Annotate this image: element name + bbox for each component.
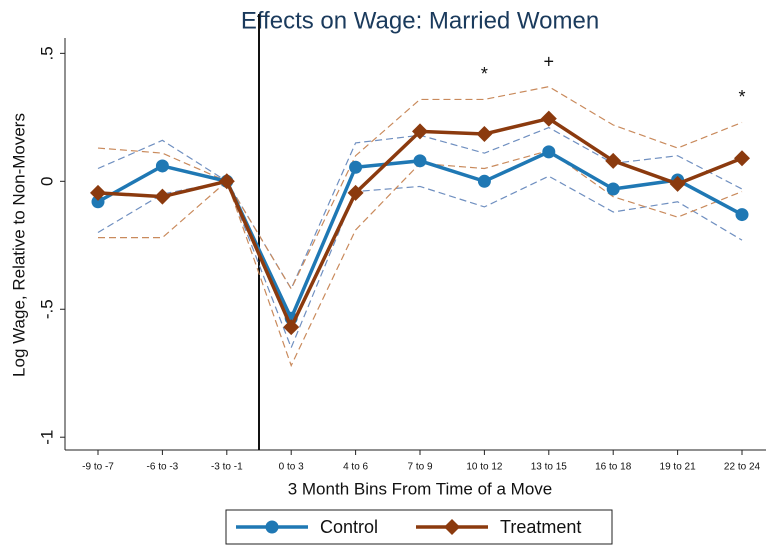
ci-line bbox=[97, 175, 743, 350]
data-point bbox=[477, 174, 491, 188]
data-point bbox=[476, 125, 493, 142]
data-point bbox=[154, 188, 171, 205]
legend-label: Treatment bbox=[500, 517, 581, 537]
data-point bbox=[413, 154, 427, 168]
ci-line bbox=[97, 85, 743, 291]
annotation: * bbox=[738, 87, 745, 107]
data-point bbox=[90, 184, 106, 201]
x-tick-label: 19 to 21 bbox=[660, 462, 697, 473]
x-tick-label: 13 to 15 bbox=[531, 462, 568, 473]
y-tick-label: -1 bbox=[37, 430, 56, 445]
x-tick-label: 22 to 24 bbox=[724, 462, 761, 473]
data-point bbox=[542, 145, 556, 159]
data-point bbox=[540, 110, 557, 127]
x-axis-title: 3 Month Bins From Time of a Move bbox=[288, 479, 553, 498]
data-point bbox=[412, 123, 428, 140]
series-line bbox=[97, 116, 743, 332]
y-axis-title: Log Wage, Relative to Non-Movers bbox=[9, 113, 28, 377]
data-point bbox=[347, 184, 364, 201]
data-point bbox=[605, 152, 622, 169]
chart-title: Effects on Wage: Married Women bbox=[241, 7, 599, 34]
data-point bbox=[283, 319, 300, 336]
series-line bbox=[97, 149, 743, 323]
data-point bbox=[349, 160, 363, 174]
y-tick-label: 0 bbox=[37, 177, 56, 186]
x-tick-label: -3 to -1 bbox=[211, 462, 243, 473]
x-tick-label: 4 to 6 bbox=[343, 462, 368, 473]
ci-line bbox=[97, 126, 743, 291]
annotation: + bbox=[544, 51, 555, 71]
x-tick-label: 10 to 12 bbox=[466, 462, 503, 473]
x-tick-label: 7 to 9 bbox=[407, 462, 432, 473]
data-point bbox=[735, 208, 749, 222]
y-tick-label: .5 bbox=[37, 46, 56, 60]
legend-marker bbox=[265, 520, 279, 534]
data-point bbox=[669, 175, 686, 192]
x-tick-label: 16 to 18 bbox=[595, 462, 632, 473]
data-point bbox=[606, 182, 620, 196]
data-point bbox=[218, 173, 235, 190]
legend-label: Control bbox=[320, 517, 378, 537]
legend-marker bbox=[444, 519, 460, 535]
x-tick-label: -9 to -7 bbox=[82, 462, 114, 473]
x-tick-label: 0 to 3 bbox=[279, 462, 304, 473]
annotation: * bbox=[481, 64, 488, 84]
data-point bbox=[91, 195, 105, 209]
x-tick-label: -6 to -3 bbox=[147, 462, 179, 473]
data-point bbox=[734, 150, 750, 167]
y-tick-label: -.5 bbox=[37, 299, 56, 319]
data-point bbox=[155, 159, 169, 173]
